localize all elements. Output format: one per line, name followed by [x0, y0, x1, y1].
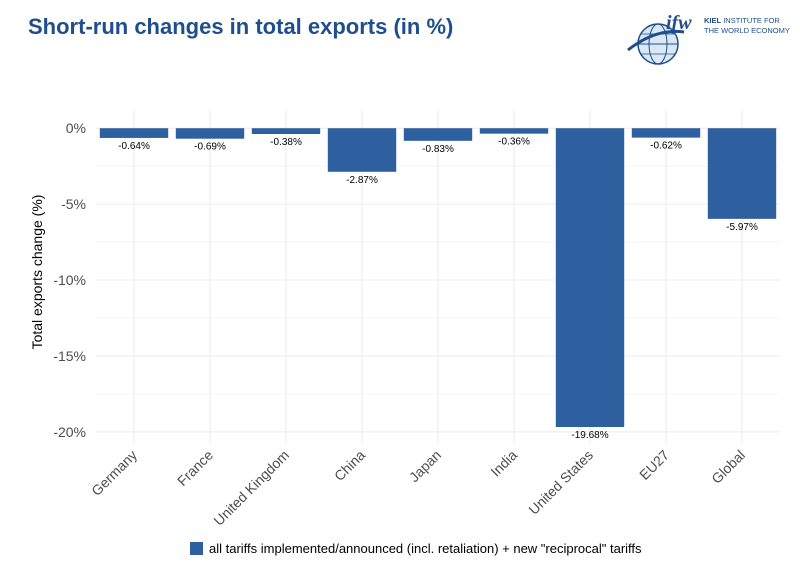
bar-france: [175, 128, 245, 139]
grid-layer: [96, 110, 780, 444]
bar-china: [327, 128, 397, 172]
x-tick-label: United Kingdom: [210, 447, 292, 529]
logo-wordmark: ifw: [666, 12, 692, 34]
x-tick-label: Japan: [406, 447, 444, 485]
bar-japan: [403, 128, 473, 141]
data-label: -2.87%: [346, 175, 378, 186]
data-label: -0.69%: [194, 142, 226, 153]
x-tick-label: India: [487, 447, 520, 480]
y-tick-label: -5%: [61, 196, 86, 212]
x-tick-label: Global: [708, 447, 748, 487]
logo-institute-line2: THE WORLD ECONOMY: [704, 26, 790, 35]
x-tick-label: China: [331, 447, 368, 484]
globe-icon: [627, 23, 685, 65]
chart-title: Short-run changes in total exports (in %…: [28, 14, 454, 39]
data-label: -19.68%: [571, 430, 608, 441]
data-label: -0.38%: [270, 137, 302, 148]
x-tick-label: EU27: [636, 447, 672, 483]
x-tick-label: United States: [525, 447, 596, 518]
x-tick-label: Germany: [88, 447, 140, 499]
legend-swatch: [190, 542, 203, 555]
y-tick-label: -10%: [53, 272, 86, 288]
bar-global: [707, 128, 777, 219]
bar-layer: [99, 128, 777, 427]
y-axis-title: Total exports change (%): [29, 195, 45, 350]
bar-eu27: [631, 128, 701, 138]
bar-united-states: [555, 128, 625, 427]
bar-germany: [99, 128, 169, 138]
y-tick-label: -20%: [53, 424, 86, 440]
data-label: -0.83%: [422, 144, 454, 155]
chart-legend: all tariffs implemented/announced (incl.…: [190, 541, 642, 556]
data-label: -5.97%: [726, 222, 758, 233]
data-label: -0.64%: [118, 141, 150, 152]
data-label: -0.36%: [498, 137, 530, 148]
legend-label: all tariffs implemented/announced (incl.…: [209, 541, 642, 556]
bar-united-kingdom: [251, 128, 321, 134]
y-tick-label: -15%: [53, 348, 86, 364]
data-label-layer: -0.64% -0.69% -0.38% -2.87% -0.83% -0.36% -19.…: [118, 137, 758, 441]
ifw-logo: ifw KIEL INSTITUTE FOR THE WORLD ECONOMY: [626, 10, 796, 70]
y-tick-label: 0%: [66, 120, 86, 136]
logo-institute-line1: KIEL INSTITUTE FOR: [704, 16, 780, 25]
x-tick-label: France: [174, 447, 216, 489]
data-label: -0.62%: [650, 141, 682, 152]
bar-india: [479, 128, 549, 134]
